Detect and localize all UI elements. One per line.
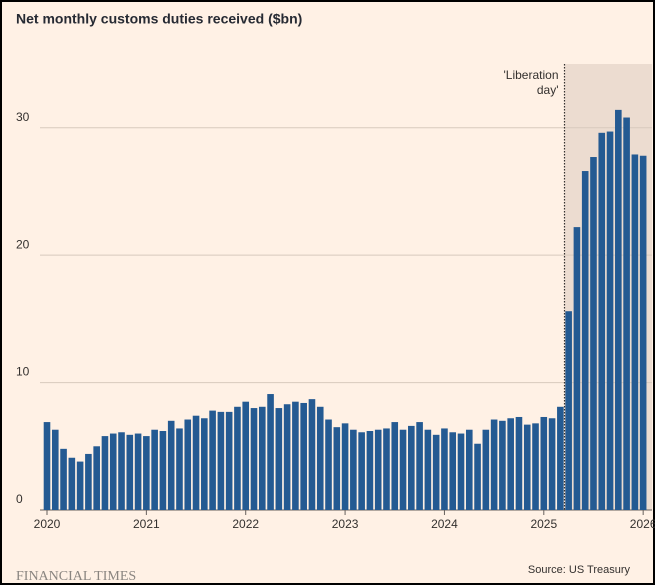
bar bbox=[85, 453, 92, 510]
bar bbox=[482, 429, 490, 510]
bar bbox=[300, 402, 307, 510]
bar bbox=[68, 457, 76, 510]
bar bbox=[151, 429, 158, 510]
bar bbox=[184, 419, 192, 510]
bar bbox=[523, 424, 531, 510]
bar bbox=[557, 406, 564, 510]
bar bbox=[43, 422, 51, 510]
chart-title: Net monthly customs duties received ($bn… bbox=[16, 11, 302, 27]
annotation-text: 'Liberation bbox=[504, 68, 559, 82]
bar bbox=[474, 443, 481, 510]
bar bbox=[60, 448, 67, 510]
bar bbox=[408, 425, 415, 510]
bar bbox=[167, 420, 175, 510]
x-tick-label: 2024 bbox=[431, 517, 458, 531]
y-tick-label: 0 bbox=[16, 492, 23, 506]
bar bbox=[101, 436, 109, 510]
bar bbox=[234, 406, 241, 510]
bar bbox=[441, 428, 448, 510]
bar bbox=[109, 433, 117, 510]
bar bbox=[126, 434, 134, 510]
bar bbox=[540, 416, 548, 510]
bar bbox=[383, 428, 390, 510]
x-tick-label: 2026 bbox=[630, 517, 655, 531]
bar bbox=[573, 227, 581, 510]
bar bbox=[449, 432, 457, 510]
bar bbox=[176, 428, 183, 510]
bar bbox=[217, 411, 225, 510]
bar bbox=[606, 131, 614, 510]
bar bbox=[457, 433, 465, 510]
bar bbox=[292, 401, 299, 510]
bar bbox=[499, 420, 506, 510]
bar bbox=[581, 171, 589, 511]
bar bbox=[590, 157, 597, 510]
bar bbox=[325, 419, 332, 510]
x-tick-label: 2020 bbox=[34, 517, 61, 531]
bar bbox=[341, 423, 349, 510]
bar bbox=[424, 429, 432, 510]
bar bbox=[51, 429, 59, 510]
bar bbox=[548, 418, 556, 510]
bar bbox=[631, 154, 639, 510]
bar bbox=[515, 416, 523, 510]
x-tick-label: 2025 bbox=[530, 517, 557, 531]
bar bbox=[283, 404, 291, 510]
bar bbox=[316, 406, 324, 510]
x-tick-label: 2023 bbox=[332, 517, 359, 531]
bar bbox=[308, 399, 316, 510]
x-tick-label: 2021 bbox=[133, 517, 160, 531]
bar bbox=[159, 430, 167, 510]
y-tick-label: 20 bbox=[16, 237, 30, 251]
y-tick-label: 10 bbox=[16, 365, 30, 379]
bar bbox=[118, 432, 125, 510]
bar bbox=[465, 429, 473, 510]
bar bbox=[490, 419, 498, 510]
annotation-text: day' bbox=[537, 83, 559, 97]
bar bbox=[275, 408, 283, 510]
bar bbox=[565, 311, 572, 510]
y-tick-label: 30 bbox=[16, 110, 30, 124]
bar bbox=[532, 423, 539, 510]
bar bbox=[598, 132, 606, 510]
bar bbox=[615, 109, 622, 511]
bar bbox=[432, 434, 440, 510]
bar bbox=[209, 410, 216, 510]
bar bbox=[623, 117, 630, 511]
bar bbox=[134, 433, 142, 510]
bar bbox=[416, 422, 423, 510]
bar bbox=[76, 461, 84, 510]
bar bbox=[258, 406, 266, 510]
bar bbox=[267, 394, 274, 510]
bar bbox=[333, 427, 341, 510]
bar bbox=[250, 408, 258, 510]
bar bbox=[192, 415, 200, 510]
bar bbox=[358, 432, 365, 510]
bar bbox=[242, 401, 250, 510]
bar bbox=[374, 429, 382, 510]
bar bbox=[201, 418, 208, 510]
bar bbox=[366, 430, 374, 510]
bar bbox=[639, 155, 647, 510]
source: Source: US Treasury bbox=[528, 564, 631, 576]
bar bbox=[350, 429, 357, 510]
publisher: FINANCIAL TIMES bbox=[16, 569, 136, 584]
bar bbox=[93, 446, 100, 510]
bar bbox=[399, 429, 407, 510]
bar bbox=[391, 422, 399, 510]
bar bbox=[143, 436, 150, 510]
x-tick-label: 2022 bbox=[232, 517, 259, 531]
bar bbox=[225, 411, 233, 510]
bar bbox=[507, 418, 514, 510]
